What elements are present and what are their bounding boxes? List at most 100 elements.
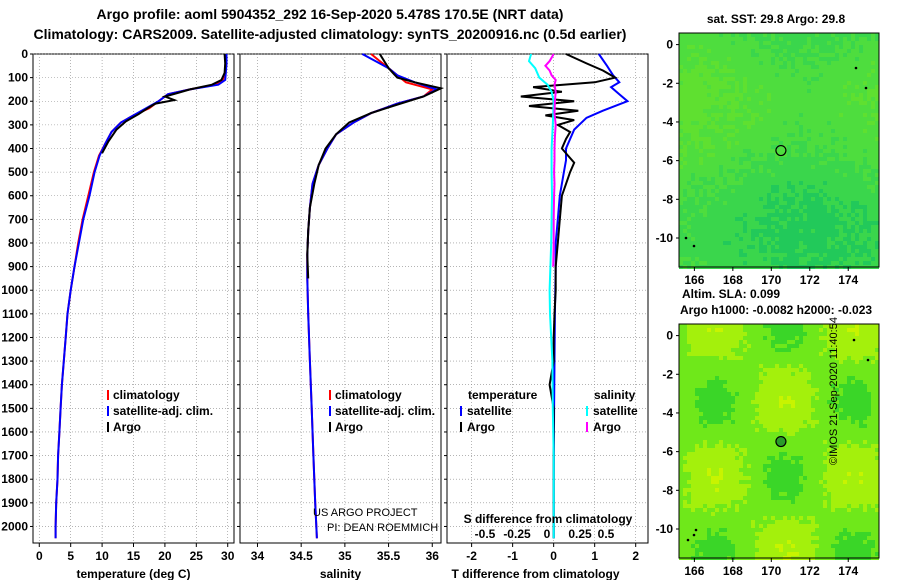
- sla-heatmap-cell: [815, 452, 819, 456]
- sst-heatmap-cell: [847, 57, 851, 61]
- sst-heatmap-cell: [823, 245, 827, 249]
- sst-heatmap-cell: [719, 237, 723, 241]
- sst-heatmap-cell: [847, 73, 851, 77]
- sst-heatmap-cell: [739, 189, 743, 193]
- sst-heatmap-cell: [815, 109, 819, 113]
- sla-heatmap-cell: [799, 388, 803, 392]
- sst-heatmap-cell: [783, 233, 787, 237]
- sla-heatmap-cell: [807, 392, 811, 396]
- sst-heatmap-cell: [739, 201, 743, 205]
- sla-heatmap-cell: [811, 420, 815, 424]
- sst-heatmap-cell: [691, 93, 695, 97]
- sst-heatmap-cell: [771, 249, 775, 253]
- sst-heatmap-cell: [691, 177, 695, 181]
- sst-heatmap-cell: [711, 213, 715, 217]
- sla-heatmap-cell: [823, 328, 827, 332]
- sla-heatmap-cell: [867, 376, 871, 380]
- sst-heatmap-cell: [767, 141, 771, 145]
- sla-heatmap-cell: [807, 416, 811, 420]
- sst-heatmap-cell: [775, 121, 779, 125]
- sst-heatmap-cell: [771, 129, 775, 133]
- sla-heatmap-cell: [847, 428, 851, 432]
- sla-heatmap-cell: [707, 388, 711, 392]
- sst-heatmap-cell: [783, 241, 787, 245]
- sst-heatmap-cell: [839, 233, 843, 237]
- sst-heatmap-cell: [687, 213, 691, 217]
- sst-heatmap-cell: [691, 221, 695, 225]
- sst-heatmap-cell: [827, 213, 831, 217]
- sla-heatmap-cell: [691, 324, 695, 328]
- sst-heatmap-cell: [855, 133, 859, 137]
- sla-heatmap-cell: [807, 344, 811, 348]
- sst-heatmap-cell: [859, 177, 863, 181]
- sla-heatmap-cell: [851, 340, 855, 344]
- sst-heatmap-cell: [839, 61, 843, 65]
- sla-heatmap-cell: [755, 412, 759, 416]
- sla-heatmap-cell: [731, 324, 735, 328]
- sla-heatmap-cell: [815, 392, 819, 396]
- sla-heatmap-cell: [755, 348, 759, 352]
- sla-heatmap-cell: [699, 424, 703, 428]
- sst-heatmap-cell: [743, 117, 747, 121]
- sst-heatmap-cell: [787, 229, 791, 233]
- sst-heatmap-cell: [791, 109, 795, 113]
- sla-heatmap-cell: [719, 332, 723, 336]
- sst-heatmap-cell: [815, 189, 819, 193]
- sst-heatmap-cell: [711, 113, 715, 117]
- sla-heatmap-cell: [747, 404, 751, 408]
- sla-heatmap-cell: [815, 336, 819, 340]
- sst-heatmap-cell: [719, 245, 723, 249]
- sst-heatmap-cell: [731, 65, 735, 69]
- sst-heatmap-cell: [695, 117, 699, 121]
- sst-heatmap-cell: [815, 133, 819, 137]
- sla-heatmap-cell: [791, 408, 795, 412]
- sst-heatmap-cell: [743, 93, 747, 97]
- sst-heatmap-cell: [743, 81, 747, 85]
- sla-heatmap-cell: [699, 416, 703, 420]
- sst-heatmap-cell: [703, 89, 707, 93]
- sst-heatmap-cell: [699, 245, 703, 249]
- sst-heatmap-cell: [835, 205, 839, 209]
- sst-heatmap-cell: [739, 53, 743, 57]
- sst-heatmap-cell: [679, 173, 683, 177]
- sst-heatmap-cell: [739, 181, 743, 185]
- sla-heatmap-cell: [703, 424, 707, 428]
- sla-heatmap-cell: [783, 400, 787, 404]
- sst-heatmap-cell: [767, 145, 771, 149]
- sla-heatmap-cell: [795, 356, 799, 360]
- sst-heatmap-cell: [835, 217, 839, 221]
- sst-heatmap-cell: [863, 177, 867, 181]
- sst-heatmap-cell: [699, 33, 703, 37]
- sla-heatmap-cell: [747, 368, 751, 372]
- sst-heatmap-cell: [867, 49, 871, 53]
- sst-heatmap-cell: [751, 213, 755, 217]
- sst-heatmap-cell: [755, 69, 759, 73]
- sst-heatmap-cell: [755, 205, 759, 209]
- sst-heatmap-cell: [799, 185, 803, 189]
- sst-heatmap-cell: [827, 225, 831, 229]
- sla-heatmap-cell: [803, 396, 807, 400]
- sst-heatmap-cell: [851, 77, 855, 81]
- sst-heatmap-cell: [827, 45, 831, 49]
- sla-heatmap-cell: [819, 352, 823, 356]
- sst-heatmap-cell: [759, 57, 763, 61]
- sst-heatmap-cell: [823, 185, 827, 189]
- sst-heatmap-cell: [819, 105, 823, 109]
- sla-heatmap-cell: [863, 336, 867, 340]
- sst-heatmap-cell: [875, 37, 879, 41]
- sst-heatmap-cell: [723, 137, 727, 141]
- sst-heatmap-cell: [771, 237, 775, 241]
- sla-heatmap-cell: [727, 400, 731, 404]
- sla-heatmap-cell: [839, 396, 843, 400]
- sst-heatmap-cell: [815, 221, 819, 225]
- sst-heatmap-cell: [823, 101, 827, 105]
- sla-heatmap-cell: [679, 444, 683, 448]
- sla-heatmap-cell: [715, 428, 719, 432]
- sst-heatmap-cell: [783, 93, 787, 97]
- sst-heatmap-cell: [835, 225, 839, 229]
- sla-heatmap-cell: [783, 460, 787, 464]
- sst-heatmap-cell: [811, 229, 815, 233]
- sst-heatmap-cell: [683, 197, 687, 201]
- sla-heatmap-cell: [711, 432, 715, 436]
- sla-heatmap-cell: [727, 440, 731, 444]
